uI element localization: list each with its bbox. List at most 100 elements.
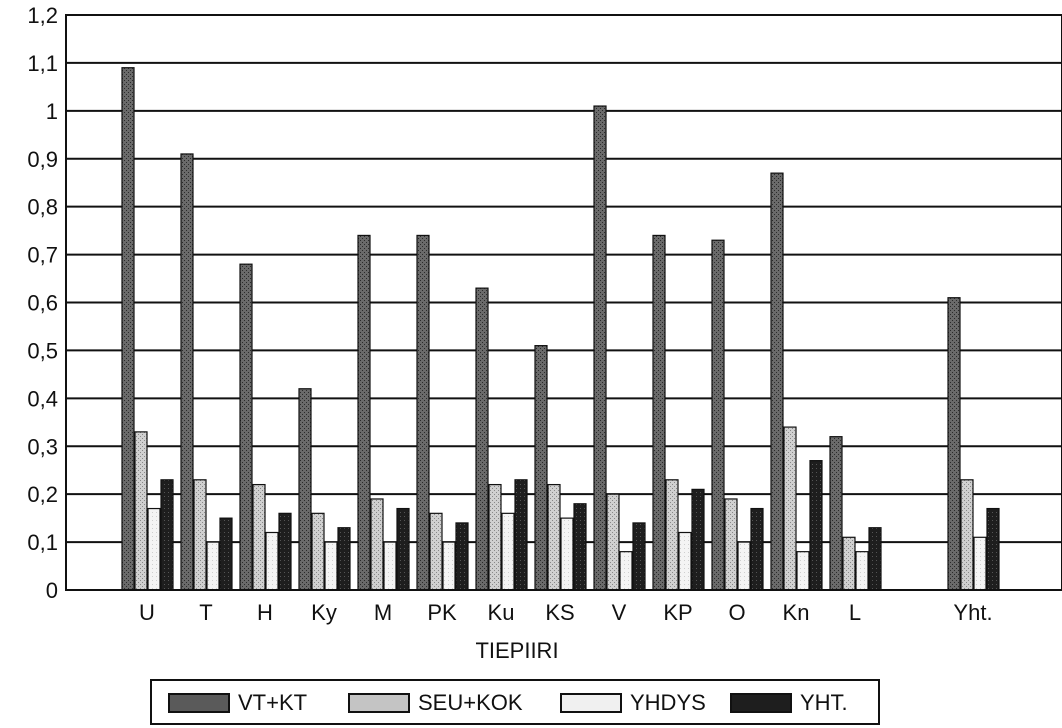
bar-yht: [986, 507, 1000, 591]
legend-item-vt-kt: VT+KT: [168, 689, 307, 717]
x-tick-label: L: [849, 600, 861, 625]
bar-seu-kok: [842, 536, 856, 591]
bar-vt-kt: [829, 436, 843, 591]
bar-vt-kt: [770, 172, 784, 591]
bar-yhdys: [855, 551, 869, 591]
x-tick-label: Ky: [311, 600, 337, 625]
bar-seu-kok: [488, 483, 502, 591]
bar-yhdys: [265, 531, 279, 591]
y-tick-label: 0,3: [27, 434, 58, 459]
bar-vt-kt: [416, 234, 430, 591]
bar-vt-kt: [298, 388, 312, 591]
bar-yhdys: [147, 507, 161, 591]
bar-yhdys: [442, 541, 456, 591]
bar-yhdys: [973, 536, 987, 591]
bar-yht: [868, 527, 882, 591]
bar-vt-kt: [239, 263, 253, 591]
y-tick-label: 0,5: [27, 338, 58, 363]
legend-label: SEU+KOK: [418, 690, 523, 715]
legend-swatch: [348, 693, 410, 713]
x-tick-label: KS: [545, 600, 574, 625]
bar-yht: [573, 503, 587, 591]
bar-seu-kok: [724, 498, 738, 591]
legend-label: YHDYS: [630, 690, 706, 715]
x-tick-label: H: [257, 600, 273, 625]
x-tick-label: T: [199, 600, 212, 625]
legend-label: YHT.: [800, 690, 848, 715]
bar-seu-kok: [370, 498, 384, 591]
bar-seu-kok: [665, 479, 679, 591]
legend-label: VT+KT: [238, 690, 308, 715]
bar-vt-kt: [947, 297, 961, 591]
legend-item-yht: YHT.: [730, 689, 848, 717]
y-tick-label: 0,6: [27, 291, 58, 316]
x-tick-label: Ku: [488, 600, 515, 625]
legend-item-seu-kok: SEU+KOK: [348, 689, 523, 717]
bar-yhdys: [383, 541, 397, 591]
x-tick-label: V: [612, 600, 627, 625]
y-tick-label: 0,2: [27, 482, 58, 507]
plot-frame: [65, 14, 1062, 591]
y-tick-label: 1,1: [27, 51, 58, 76]
x-tick-label: PK: [427, 600, 457, 625]
bar-yht: [691, 488, 705, 591]
y-tick-label: 0,4: [27, 386, 58, 411]
bar-yht: [278, 512, 292, 591]
x-tick-label: M: [374, 600, 392, 625]
bar-vt-kt: [475, 287, 489, 591]
x-tick-label: U: [139, 600, 155, 625]
bar-yhdys: [619, 551, 633, 591]
x-tick-label: KP: [663, 600, 692, 625]
bar-yhdys: [324, 541, 338, 591]
x-axis-title: TIEPIIRI: [475, 638, 558, 663]
bar-yht: [337, 527, 351, 591]
x-axis-ticks: U T H Ky M PK Ku KS V KP O Kn L Yht.: [139, 600, 993, 625]
x-tick-label: Kn: [783, 600, 810, 625]
legend-swatch: [560, 693, 622, 713]
bar-vt-kt: [711, 239, 725, 591]
y-tick-label: 1,2: [27, 3, 58, 28]
bar-seu-kok: [252, 483, 266, 591]
x-tick-label: O: [728, 600, 745, 625]
y-tick-label: 0,9: [27, 147, 58, 172]
bar-yht: [750, 507, 764, 591]
bar-yht: [809, 460, 823, 591]
bar-chart: 0 0,1 0,2 0,3 0,4 0,5 0,6 0,7 0,8 0,9 1 1,1 1,2 U T H K…: [27, 3, 1062, 663]
bar-vt-kt: [121, 67, 135, 591]
bar-yhdys: [796, 551, 810, 591]
bar-seu-kok: [960, 479, 974, 591]
bar-yht: [514, 479, 528, 591]
bar-yhdys: [501, 512, 515, 591]
bar-vt-kt: [180, 153, 194, 591]
legend-swatch: [168, 693, 230, 713]
bar-yhdys: [737, 541, 751, 591]
bar-yht: [396, 507, 410, 591]
bar-yht: [455, 522, 469, 591]
legend-item-yhdys: YHDYS: [560, 689, 706, 717]
bar-yht: [219, 517, 233, 591]
bar-yhdys: [678, 531, 692, 591]
bar-vt-kt: [357, 234, 371, 591]
y-axis-ticks: 0 0,1 0,2 0,3 0,4 0,5 0,6 0,7 0,8 0,9 1 1,1 1,2: [27, 3, 58, 603]
bar-yht: [160, 479, 174, 591]
y-tick-label: 0,1: [27, 530, 58, 555]
bar-seu-kok: [134, 431, 148, 591]
y-tick-label: 0,8: [27, 195, 58, 220]
x-tick-label: Yht.: [953, 600, 992, 625]
bar-seu-kok: [311, 512, 325, 591]
legend-swatch: [730, 693, 792, 713]
gridlines: [66, 14, 1062, 591]
bar-yht: [632, 522, 646, 591]
y-tick-label: 0,7: [27, 243, 58, 268]
bar-seu-kok: [606, 493, 620, 591]
bar-vt-kt: [593, 105, 607, 591]
bar-vt-kt: [652, 234, 666, 591]
bar-seu-kok: [783, 426, 797, 591]
bar-yhdys: [206, 541, 220, 591]
y-tick-label: 0: [46, 578, 58, 603]
bars: [121, 67, 1000, 591]
y-tick-label: 1: [46, 99, 58, 124]
bar-seu-kok: [547, 483, 561, 591]
bar-seu-kok: [429, 512, 443, 591]
bar-yhdys: [560, 517, 574, 591]
